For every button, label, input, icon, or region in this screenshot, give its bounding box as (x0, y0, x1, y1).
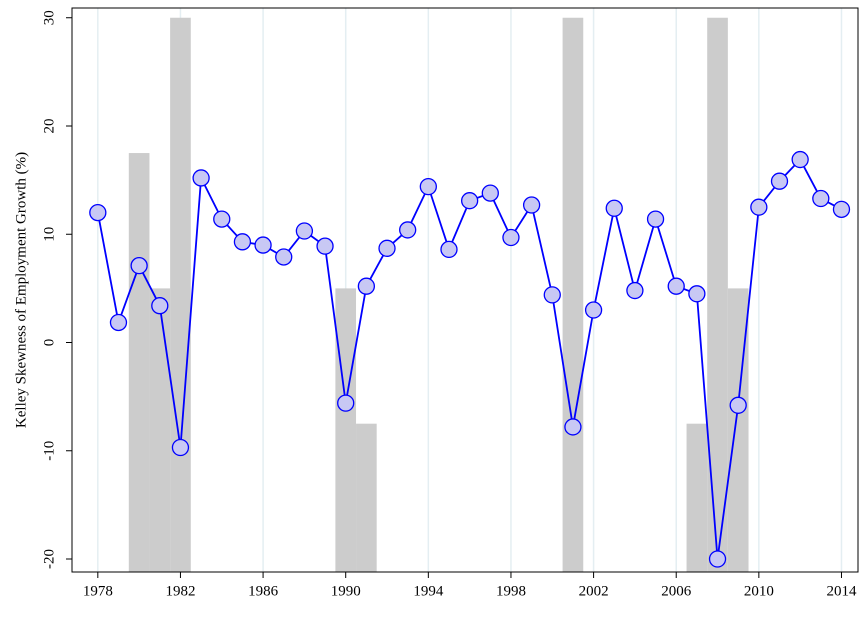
marker (688, 285, 706, 303)
marker (89, 203, 107, 222)
x-tick-label: 2010 (744, 583, 774, 599)
marker (584, 301, 603, 319)
x-tick-label: 2006 (661, 583, 692, 599)
marker (130, 256, 148, 275)
marker (192, 169, 210, 187)
bar (707, 17, 728, 573)
marker (254, 236, 272, 254)
x-tick-label: 2002 (579, 583, 609, 599)
marker (316, 237, 334, 255)
marker (213, 210, 231, 228)
x-tick-label: 1994 (413, 583, 444, 599)
marker (151, 297, 169, 315)
bar (128, 153, 150, 572)
marker (109, 313, 128, 332)
marker (275, 248, 293, 266)
marker (502, 228, 520, 247)
y-tick-label: -20 (41, 549, 57, 569)
bar (686, 423, 708, 572)
marker (750, 198, 768, 216)
marker (812, 189, 830, 208)
y-tick-label: -10 (41, 441, 57, 461)
y-tick-label: 0 (41, 339, 57, 347)
marker (832, 200, 851, 219)
marker (419, 177, 437, 196)
marker (770, 172, 789, 190)
x-tick-label: 1990 (331, 583, 361, 599)
marker (481, 184, 499, 202)
bar (335, 288, 357, 572)
marker (357, 277, 376, 295)
marker (295, 222, 314, 240)
x-tick-label: 1978 (83, 583, 113, 599)
x-tick-label: 2014 (826, 583, 857, 599)
marker (791, 150, 809, 169)
y-tick-label: 10 (41, 227, 57, 242)
plot-frame (71, 7, 859, 573)
x-tick-label: 1998 (496, 583, 526, 599)
y-tick-label: 30 (41, 10, 57, 25)
marker (460, 192, 479, 210)
marker (233, 233, 252, 251)
x-tick-label: 1982 (165, 583, 195, 599)
marker (564, 418, 582, 436)
marker (605, 199, 623, 217)
marker (399, 221, 417, 239)
marker (171, 438, 190, 457)
marker (626, 281, 644, 300)
marker (337, 394, 355, 412)
marker (667, 277, 685, 295)
marker (729, 396, 747, 414)
marker (522, 196, 541, 214)
bar (562, 17, 584, 573)
bar (356, 423, 377, 572)
marker (543, 286, 561, 304)
bar (170, 17, 191, 573)
bar (149, 288, 171, 572)
marker (708, 550, 727, 568)
x-tick-label: 1986 (248, 583, 279, 599)
marker (440, 240, 458, 259)
marker (378, 239, 396, 257)
marker (646, 210, 665, 228)
y-axis-label: Kelley Skewness of Employment Growth (%) (13, 152, 29, 428)
y-tick-label: 20 (41, 118, 57, 133)
